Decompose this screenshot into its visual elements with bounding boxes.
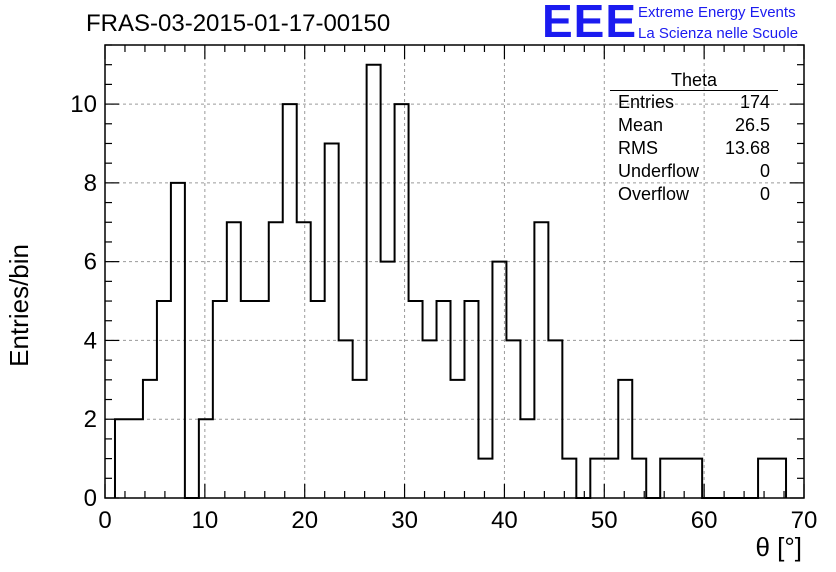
histogram-bin bbox=[213, 301, 227, 498]
stats-box: Theta Entries 174 Mean 26.5 RMS 13.68 Un… bbox=[610, 70, 778, 206]
histogram-bin bbox=[297, 222, 311, 498]
stats-key: Entries bbox=[618, 92, 675, 112]
histogram-bin bbox=[129, 419, 143, 498]
stats-value: 174 bbox=[739, 92, 770, 112]
histogram-bin bbox=[758, 459, 772, 498]
histogram-series bbox=[113, 63, 788, 499]
histogram-bin bbox=[143, 380, 157, 498]
histogram-bin bbox=[325, 143, 339, 498]
stats-key: Overflow bbox=[618, 184, 690, 204]
stats-key: Mean bbox=[618, 115, 664, 135]
histogram-bin bbox=[506, 340, 520, 498]
histogram-bin bbox=[548, 340, 562, 498]
histogram-bin bbox=[562, 459, 576, 498]
y-tick-label: 8 bbox=[84, 170, 97, 197]
histogram-bin bbox=[618, 380, 632, 498]
histogram-bin bbox=[283, 104, 297, 498]
stats-key: Underflow bbox=[618, 161, 700, 181]
histogram-bin bbox=[115, 419, 129, 498]
stats-key: RMS bbox=[618, 138, 658, 158]
x-tick-label: 30 bbox=[391, 507, 418, 534]
histogram-bin bbox=[423, 340, 437, 498]
y-tick-label: 10 bbox=[70, 91, 97, 118]
y-tick-label: 4 bbox=[84, 327, 97, 354]
histogram-bin bbox=[255, 301, 269, 498]
stats-value: 0 bbox=[759, 161, 770, 181]
histogram-bin bbox=[311, 301, 325, 498]
histogram-bin bbox=[157, 301, 171, 498]
chart-title: FRAS-03-2015-01-17-00150 bbox=[86, 10, 391, 37]
stats-row-entries: Entries 174 bbox=[610, 91, 778, 114]
x-tick-label: 60 bbox=[691, 507, 718, 534]
histogram-bin bbox=[604, 459, 618, 498]
x-tick-label: 40 bbox=[491, 507, 518, 534]
histogram-bin bbox=[269, 222, 283, 498]
x-tick-label: 70 bbox=[791, 507, 818, 534]
histogram-bin bbox=[632, 459, 646, 498]
histogram-bin bbox=[171, 183, 185, 498]
y-tick-label: 2 bbox=[84, 406, 97, 433]
logo-line-1: Extreme Energy Events bbox=[638, 4, 796, 21]
x-tick-label: 0 bbox=[98, 507, 111, 534]
histogram-bin bbox=[241, 301, 255, 498]
histogram-bin bbox=[381, 262, 395, 498]
histogram-bin bbox=[437, 301, 451, 498]
histogram-bin bbox=[590, 459, 604, 498]
histogram-bin bbox=[688, 459, 702, 498]
plot-frame bbox=[104, 44, 805, 499]
histogram-bin bbox=[353, 380, 367, 498]
x-tick-label: 50 bbox=[591, 507, 618, 534]
histogram-bin bbox=[395, 104, 409, 498]
logo-line-2: La Scienza nelle Scuole bbox=[638, 25, 799, 42]
stats-row-overflow: Overflow 0 bbox=[610, 183, 778, 206]
eee-logo-mark: EEE bbox=[542, 0, 638, 47]
stats-value: 0 bbox=[759, 184, 770, 204]
histogram-bin bbox=[492, 262, 506, 498]
histogram-bin bbox=[451, 380, 465, 498]
x-tick-label: 10 bbox=[192, 507, 219, 534]
y-axis-label: Entries/bin bbox=[4, 244, 34, 367]
x-axis-label: θ [°] bbox=[755, 532, 802, 562]
histogram-bin bbox=[520, 419, 534, 498]
stats-row-underflow: Underflow 0 bbox=[610, 160, 778, 183]
histogram-bin bbox=[674, 459, 688, 498]
stats-title: Theta bbox=[610, 70, 778, 91]
x-tick-label: 20 bbox=[291, 507, 318, 534]
stats-value: 13.68 bbox=[724, 138, 770, 158]
histogram-bin bbox=[534, 222, 548, 498]
histogram-bin bbox=[339, 340, 353, 498]
histogram-bin bbox=[367, 65, 381, 498]
histogram-bin bbox=[772, 459, 786, 498]
stats-value: 26.5 bbox=[734, 115, 770, 135]
y-tick-label: 6 bbox=[84, 249, 97, 276]
histogram-bin bbox=[409, 301, 423, 498]
histogram-bin bbox=[478, 459, 492, 498]
histogram-bin bbox=[227, 222, 241, 498]
y-tick-label: 0 bbox=[84, 485, 97, 512]
stats-row-mean: Mean 26.5 bbox=[610, 114, 778, 137]
histogram-bin bbox=[464, 301, 478, 498]
stats-row-rms: RMS 13.68 bbox=[610, 137, 778, 160]
histogram-bin bbox=[660, 459, 674, 498]
histogram-bin bbox=[199, 419, 213, 498]
